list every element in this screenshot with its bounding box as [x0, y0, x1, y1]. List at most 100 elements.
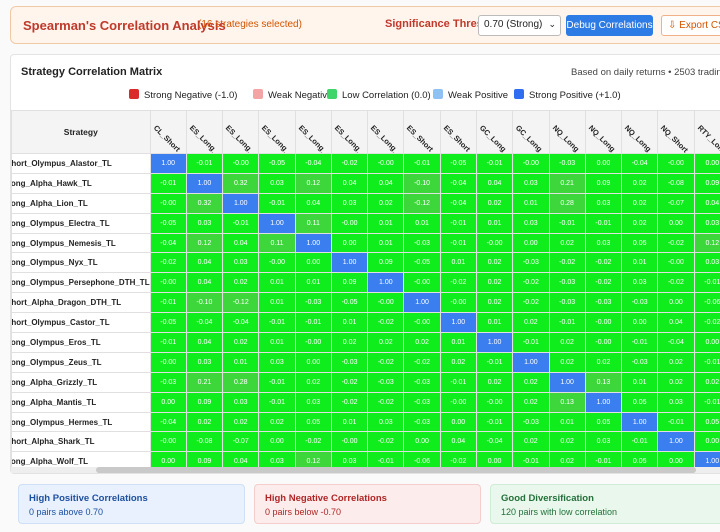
matrix-cell[interactable]: -0.02	[657, 232, 695, 254]
matrix-cell[interactable]: 0.01	[403, 212, 441, 234]
matrix-cell[interactable]: 0.02	[621, 192, 659, 214]
matrix-cell[interactable]: -0.02	[512, 292, 550, 314]
matrix-cell[interactable]: 0.03	[294, 391, 332, 413]
matrix-cell[interactable]: -0.12	[403, 192, 441, 214]
matrix-cell[interactable]: 0.02	[222, 411, 260, 433]
matrix-cell[interactable]: 0.03	[693, 252, 720, 274]
matrix-cell[interactable]: 0.04	[185, 272, 224, 294]
matrix-cell[interactable]: -0.01	[258, 391, 296, 413]
matrix-cell[interactable]: 0.04	[367, 172, 405, 194]
matrix-cell[interactable]: 0.02	[439, 351, 477, 373]
matrix-cell[interactable]: 0.02	[693, 371, 720, 393]
matrix-cell[interactable]: 1.00	[439, 312, 477, 334]
matrix-table-wrap[interactable]: Strategy CL_Short ES_Long_ ES_Long_ ES_Long…	[11, 110, 720, 472]
matrix-cell[interactable]: -0.04	[621, 153, 659, 174]
matrix-cell[interactable]: -0.01	[222, 212, 260, 234]
matrix-cell[interactable]: 0.02	[185, 411, 224, 433]
matrix-cell[interactable]: -0.03	[403, 371, 441, 393]
matrix-cell[interactable]: -0.03	[403, 411, 441, 433]
matrix-cell[interactable]: -0.01	[584, 451, 623, 472]
matrix-cell[interactable]: 0.03	[222, 391, 260, 413]
matrix-cell[interactable]: -0.00	[403, 312, 441, 334]
matrix-cell[interactable]: -0.01	[693, 351, 720, 373]
matrix-cell[interactable]: -0.01	[512, 332, 550, 353]
matrix-cell[interactable]: -0.02	[149, 252, 187, 274]
matrix-cell[interactable]: -0.05	[258, 153, 296, 174]
matrix-cell[interactable]: 0.02	[222, 272, 260, 294]
matrix-cell[interactable]: 0.02	[548, 431, 586, 453]
matrix-cell[interactable]: -0.01	[294, 312, 332, 334]
matrix-cell[interactable]: 0.02	[403, 332, 441, 353]
matrix-cell[interactable]: 0.05	[621, 391, 659, 413]
matrix-cell[interactable]: 0.04	[222, 451, 260, 472]
matrix-cell[interactable]: 0.02	[258, 411, 296, 433]
matrix-cell[interactable]: -0.00	[367, 292, 405, 314]
matrix-cell[interactable]: 0.03	[657, 391, 695, 413]
matrix-cell[interactable]: -0.01	[657, 411, 695, 433]
matrix-cell[interactable]: -0.00	[584, 312, 623, 334]
matrix-cell[interactable]: 0.03	[584, 192, 623, 214]
matrix-cell[interactable]: -0.01	[475, 153, 514, 174]
matrix-cell[interactable]: 1.00	[621, 411, 659, 433]
matrix-cell[interactable]: -0.00	[330, 431, 369, 453]
matrix-cell[interactable]: 0.04	[185, 332, 224, 353]
matrix-cell[interactable]: 0.01	[294, 272, 332, 294]
matrix-cell[interactable]: -0.02	[330, 391, 369, 413]
matrix-cell[interactable]: -0.04	[185, 312, 224, 334]
matrix-cell[interactable]: -0.02	[330, 153, 369, 174]
matrix-cell[interactable]: 1.00	[584, 391, 623, 413]
matrix-cell[interactable]: -0.00	[222, 153, 260, 174]
matrix-cell[interactable]: 0.00	[403, 431, 441, 453]
matrix-cell[interactable]: -0.01	[149, 292, 187, 314]
matrix-cell[interactable]: -0.02	[512, 272, 550, 294]
matrix-cell[interactable]: -0.04	[294, 153, 332, 174]
matrix-cell[interactable]: 1.00	[294, 232, 332, 254]
debug-correlations-button[interactable]: Debug Correlations	[566, 15, 653, 36]
matrix-cell[interactable]: 0.04	[475, 172, 514, 194]
matrix-cell[interactable]: -0.05	[403, 252, 441, 274]
matrix-cell[interactable]: 0.00	[149, 391, 187, 413]
matrix-cell[interactable]: 0.09	[185, 391, 224, 413]
matrix-cell[interactable]: 1.00	[330, 252, 369, 274]
matrix-cell[interactable]: -0.12	[222, 292, 260, 314]
matrix-cell[interactable]: -0.03	[548, 292, 586, 314]
matrix-cell[interactable]: 0.02	[222, 332, 260, 353]
matrix-cell[interactable]: 1.00	[222, 192, 260, 214]
matrix-cell[interactable]: 0.04	[185, 252, 224, 274]
matrix-cell[interactable]: 0.00	[475, 451, 514, 472]
matrix-cell[interactable]: -0.03	[149, 371, 187, 393]
matrix-cell[interactable]: 0.01	[258, 272, 296, 294]
matrix-cell[interactable]: 0.00	[294, 351, 332, 373]
matrix-cell[interactable]: 0.01	[367, 232, 405, 254]
matrix-cell[interactable]: 1.00	[475, 332, 514, 353]
matrix-cell[interactable]: -0.02	[657, 272, 695, 294]
matrix-cell[interactable]: -0.02	[548, 252, 586, 274]
matrix-cell[interactable]: 0.02	[475, 272, 514, 294]
matrix-cell[interactable]: 0.02	[475, 252, 514, 274]
matrix-cell[interactable]: -0.02	[330, 371, 369, 393]
matrix-cell[interactable]: -0.01	[621, 332, 659, 353]
matrix-cell[interactable]: 0.03	[367, 411, 405, 433]
matrix-cell[interactable]: -0.06	[693, 292, 720, 314]
matrix-cell[interactable]: 0.04	[222, 232, 260, 254]
matrix-cell[interactable]: 0.21	[185, 371, 224, 393]
matrix-cell[interactable]: -0.04	[439, 172, 477, 194]
matrix-cell[interactable]: 0.00	[149, 451, 187, 472]
matrix-cell[interactable]: -0.01	[548, 312, 586, 334]
matrix-cell[interactable]: -0.00	[258, 252, 296, 274]
matrix-cell[interactable]: 0.05	[584, 411, 623, 433]
matrix-cell[interactable]: -0.00	[403, 272, 441, 294]
matrix-cell[interactable]: -0.08	[185, 431, 224, 453]
matrix-cell[interactable]: 0.01	[475, 312, 514, 334]
matrix-cell[interactable]: 0.02	[584, 351, 623, 373]
matrix-cell[interactable]: 0.01	[258, 292, 296, 314]
matrix-cell[interactable]: 0.02	[657, 351, 695, 373]
matrix-cell[interactable]: -0.00	[475, 391, 514, 413]
matrix-cell[interactable]: -0.05	[439, 153, 477, 174]
matrix-cell[interactable]: -0.01	[439, 232, 477, 254]
matrix-cell[interactable]: -0.01	[475, 351, 514, 373]
matrix-cell[interactable]: 0.00	[693, 332, 720, 353]
matrix-cell[interactable]: -0.01	[149, 172, 187, 194]
matrix-cell[interactable]: 0.03	[584, 232, 623, 254]
matrix-cell[interactable]: 0.02	[512, 431, 550, 453]
